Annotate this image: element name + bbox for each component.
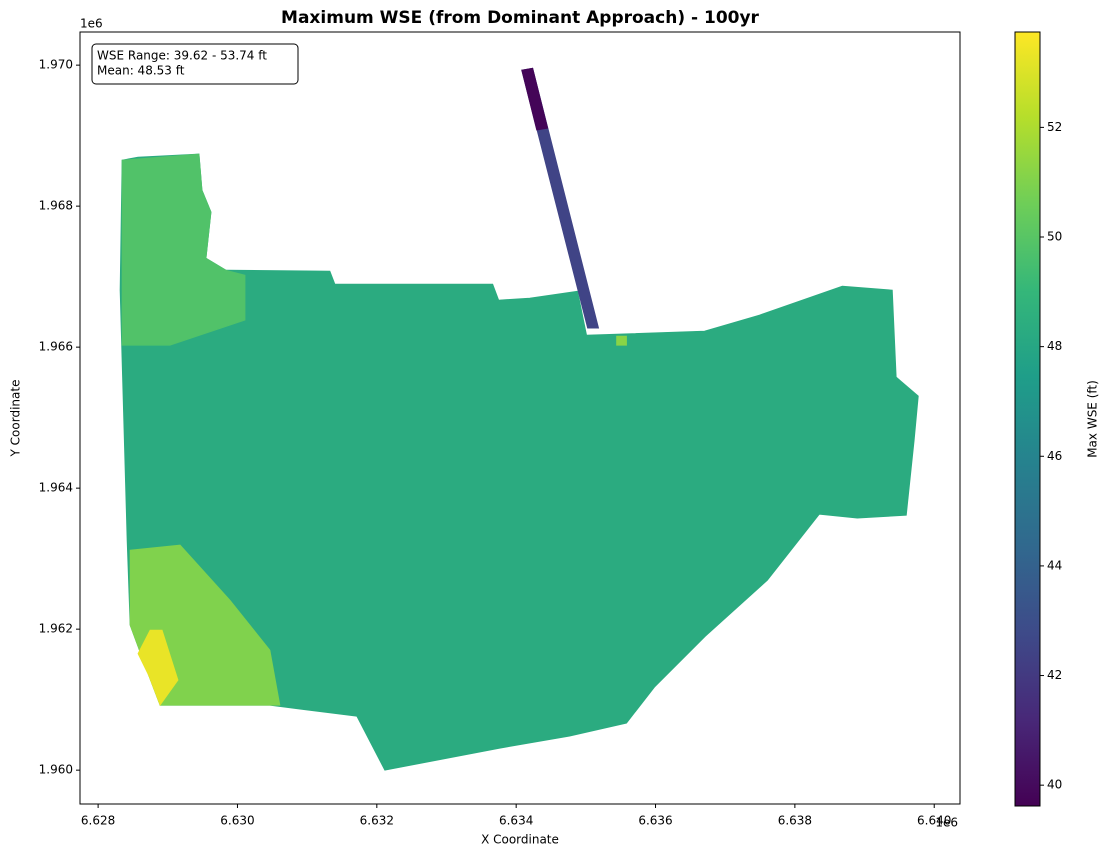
- y-tick-label: 1.966: [39, 340, 73, 354]
- x-offset-label: 1e6: [935, 816, 958, 830]
- colorbar-tick-label: 50: [1047, 230, 1062, 244]
- colorbar-label: Max WSE (ft): [1086, 380, 1100, 458]
- annotation-text: Mean: 48.53 ft: [97, 64, 185, 78]
- x-tick-label: 6.634: [499, 814, 533, 828]
- x-tick-label: 6.640: [917, 814, 951, 828]
- x-tick-label: 6.628: [81, 814, 115, 828]
- mesh-region: [616, 335, 627, 346]
- mesh-region: [137, 629, 179, 707]
- y-tick-label: 1.968: [39, 199, 73, 213]
- colorbar-tick-label: 52: [1047, 120, 1062, 134]
- chart-title: Maximum WSE (from Dominant Approach) - 1…: [281, 8, 760, 28]
- colorbar-tick-label: 42: [1047, 668, 1062, 682]
- mesh-region: [121, 153, 246, 346]
- annotation-box: [91, 43, 299, 85]
- mesh-region: [119, 153, 919, 771]
- x-tick-label: 6.638: [778, 814, 812, 828]
- mesh-region: [521, 67, 549, 131]
- y-offset-label: 1e6: [80, 17, 103, 31]
- x-axis-label: X Coordinate: [481, 833, 559, 847]
- colorbar: [1014, 31, 1041, 807]
- colorbar-tick-label: 46: [1047, 449, 1062, 463]
- colorbar-tick-label: 44: [1047, 558, 1062, 572]
- y-tick-label: 1.960: [39, 763, 73, 777]
- x-tick-label: 6.632: [360, 814, 394, 828]
- y-tick-label: 1.962: [39, 622, 73, 636]
- colorbar-tick-label: 48: [1047, 339, 1062, 353]
- x-tick-label: 6.636: [638, 814, 672, 828]
- x-tick-label: 6.630: [220, 814, 254, 828]
- y-tick-label: 1.964: [39, 481, 73, 495]
- y-tick-label: 1.970: [39, 58, 73, 72]
- y-axis-label: Y Coordinate: [9, 380, 23, 458]
- colorbar-tick-label: 40: [1047, 778, 1062, 792]
- plot-frame: [79, 31, 961, 805]
- annotation-text: WSE Range: 39.62 - 53.74 ft: [97, 49, 267, 63]
